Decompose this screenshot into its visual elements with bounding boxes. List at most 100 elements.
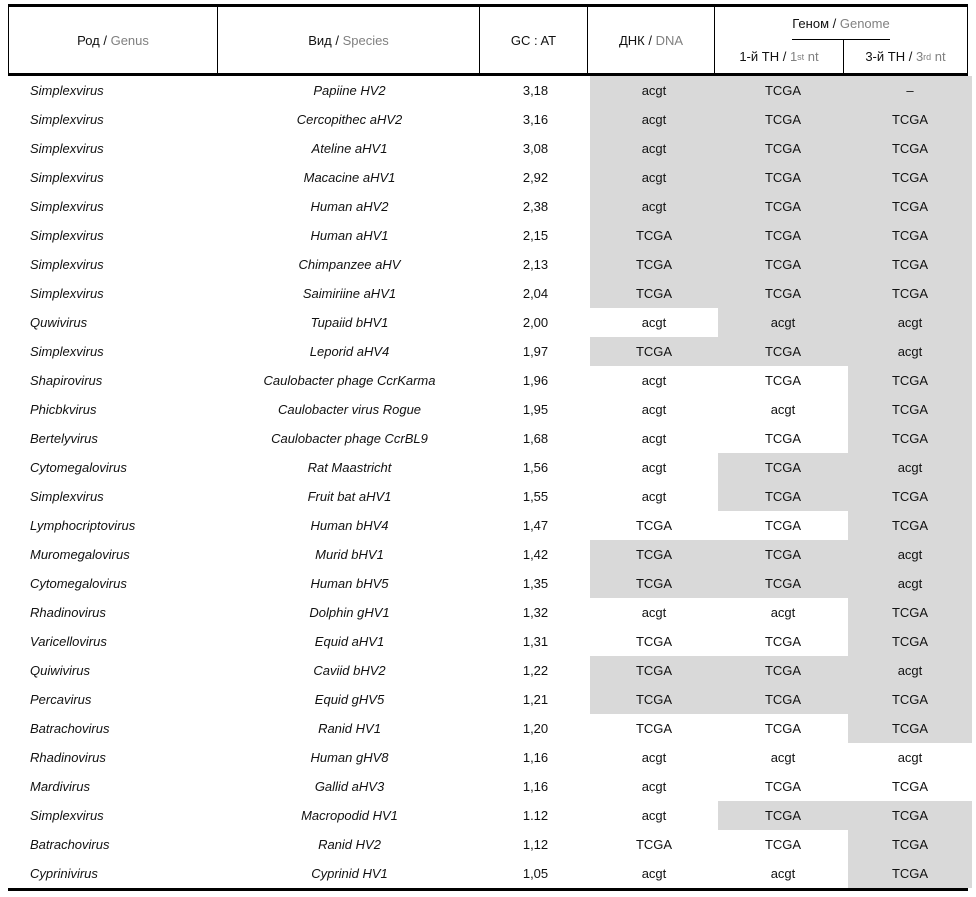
dna-cell: TCGA xyxy=(635,837,673,852)
dna-cell: acgt xyxy=(590,163,718,192)
table-row: Muromegalovirus Murid bHV1 1,42 TCGA TCG… xyxy=(8,540,972,569)
table-row: Simplexvirus Macacine aHV1 2,92 acgt TCG… xyxy=(8,163,972,192)
header-species-ru: Вид xyxy=(308,32,332,48)
header-genus-ru: Род xyxy=(77,32,100,48)
dna-cell: acgt xyxy=(641,315,667,330)
gc-at-cell: 3,08 xyxy=(522,141,549,156)
table-row: Simplexvirus Chimpanzee aHV 2,13 TCGA TC… xyxy=(8,250,972,279)
third-nt-cell: TCGA xyxy=(848,830,972,859)
third-nt-cell: TCGA xyxy=(848,482,972,511)
gc-at-cell: 2,00 xyxy=(522,315,549,330)
header-genome-en: Genome xyxy=(839,15,890,31)
dna-cell: TCGA xyxy=(590,250,718,279)
header-first-nt-num: 1 xyxy=(789,49,798,64)
third-nt-cell: acgt xyxy=(848,308,972,337)
first-nt-cell: acgt xyxy=(770,605,796,620)
table-row: Phicbkvirus Caulobacter virus Rogue 1,95… xyxy=(8,395,972,424)
first-nt-cell: TCGA xyxy=(764,518,802,533)
first-nt-cell: TCGA xyxy=(764,837,802,852)
header-genome-ru: Геном xyxy=(792,15,830,31)
genus-cell: Simplexvirus xyxy=(30,228,104,243)
first-nt-cell: TCGA xyxy=(764,721,802,736)
third-nt-cell: TCGA xyxy=(848,395,972,424)
table-row: Simplexvirus Papiine HV2 3,18 acgt TCGA … xyxy=(8,76,972,105)
species-cell: Human gHV8 xyxy=(310,750,389,765)
first-nt-cell: TCGA xyxy=(718,540,848,569)
gc-at-cell: 2,15 xyxy=(522,228,549,243)
gc-at-cell: 1,21 xyxy=(522,692,549,707)
species-cell: Papiine HV2 xyxy=(313,83,386,98)
header-first-nt-ru: 1-й ТН xyxy=(739,49,780,64)
genus-cell: Simplexvirus xyxy=(30,808,104,823)
dna-cell: TCGA xyxy=(635,518,673,533)
species-cell: Caulobacter phage CcrBL9 xyxy=(271,431,428,446)
table-header: Род / Genus Вид / Species GC : AT ДНК / … xyxy=(8,4,968,76)
header-genus-en: Genus xyxy=(110,32,149,48)
genus-cell: Cytomegalovirus xyxy=(30,576,127,591)
table-body: Simplexvirus Papiine HV2 3,18 acgt TCGA … xyxy=(8,76,972,891)
gc-at-cell: 1,05 xyxy=(522,866,549,881)
header-dna: ДНК / DNA xyxy=(588,7,715,73)
first-nt-cell: TCGA xyxy=(718,685,848,714)
gc-at-cell: 1.12 xyxy=(522,808,549,823)
header-sep: / xyxy=(905,49,916,64)
third-nt-cell: – xyxy=(848,76,972,105)
header-species-en: Species xyxy=(342,32,389,48)
species-cell: Ranid HV1 xyxy=(318,721,381,736)
dna-cell: acgt xyxy=(590,105,718,134)
genus-cell: Rhadinovirus xyxy=(30,750,106,765)
header-sep: / xyxy=(99,32,111,48)
genus-cell: Shapirovirus xyxy=(30,373,103,388)
species-cell: Murid bHV1 xyxy=(315,547,384,562)
species-cell: Caulobacter phage CcrKarma xyxy=(263,373,436,388)
first-nt-cell: TCGA xyxy=(718,656,848,685)
species-cell: Cyprinid HV1 xyxy=(311,866,388,881)
table-row: Lymphocriptovirus Human bHV4 1,47 TCGA T… xyxy=(8,511,972,540)
gc-at-cell: 1,56 xyxy=(522,460,549,475)
table-row: Simplexvirus Saimiriine aHV1 2,04 TCGA T… xyxy=(8,279,972,308)
first-nt-cell: TCGA xyxy=(718,163,848,192)
species-cell: Caviid bHV2 xyxy=(313,663,386,678)
dna-cell: acgt xyxy=(641,460,667,475)
gc-at-cell: 1,22 xyxy=(522,663,549,678)
dna-cell: acgt xyxy=(641,402,667,417)
table-row: Batrachovirus Ranid HV2 1,12 TCGA TCGA T… xyxy=(8,830,972,859)
header-dna-en: DNA xyxy=(655,32,684,48)
dna-cell: acgt xyxy=(590,76,718,105)
third-nt-cell: acgt xyxy=(848,656,972,685)
third-nt-cell: TCGA xyxy=(891,779,929,794)
first-nt-cell: TCGA xyxy=(718,453,848,482)
first-nt-cell: TCGA xyxy=(718,569,848,598)
genus-cell: Cyprinivirus xyxy=(30,866,98,881)
header-first-nt-rest: nt xyxy=(804,49,819,64)
third-nt-cell: TCGA xyxy=(848,511,972,540)
table-row: Varicellovirus Equid aHV1 1,31 TCGA TCGA… xyxy=(8,627,972,656)
table-row: Bertelyvirus Caulobacter phage CcrBL9 1,… xyxy=(8,424,972,453)
dna-cell: TCGA xyxy=(590,569,718,598)
first-nt-cell: TCGA xyxy=(718,250,848,279)
gc-at-cell: 1,16 xyxy=(522,750,549,765)
dna-cell: acgt xyxy=(590,192,718,221)
dna-cell: acgt xyxy=(641,373,667,388)
genome-table: Род / Genus Вид / Species GC : AT ДНК / … xyxy=(8,4,972,891)
dna-cell: acgt xyxy=(641,866,667,881)
genus-cell: Simplexvirus xyxy=(30,344,104,359)
species-cell: Gallid aHV3 xyxy=(314,779,385,794)
third-nt-cell: TCGA xyxy=(848,105,972,134)
table-row: Cyprinivirus Cyprinid HV1 1,05 acgt acgt… xyxy=(8,859,972,888)
third-nt-cell: TCGA xyxy=(848,627,972,656)
table-row: Simplexvirus Macropodid HV1 1.12 acgt TC… xyxy=(8,801,972,830)
species-cell: Human aHV1 xyxy=(310,228,389,243)
first-nt-cell: TCGA xyxy=(764,779,802,794)
third-nt-cell: TCGA xyxy=(848,250,972,279)
first-nt-cell: TCGA xyxy=(764,373,802,388)
genus-cell: Muromegalovirus xyxy=(30,547,130,562)
genus-cell: Simplexvirus xyxy=(30,489,104,504)
header-species: Вид / Species xyxy=(218,7,480,73)
dna-cell: acgt xyxy=(641,605,667,620)
species-cell: Human aHV2 xyxy=(310,199,389,214)
table-row: Simplexvirus Cercopithec aHV2 3,16 acgt … xyxy=(8,105,972,134)
gc-at-cell: 1,97 xyxy=(522,344,549,359)
